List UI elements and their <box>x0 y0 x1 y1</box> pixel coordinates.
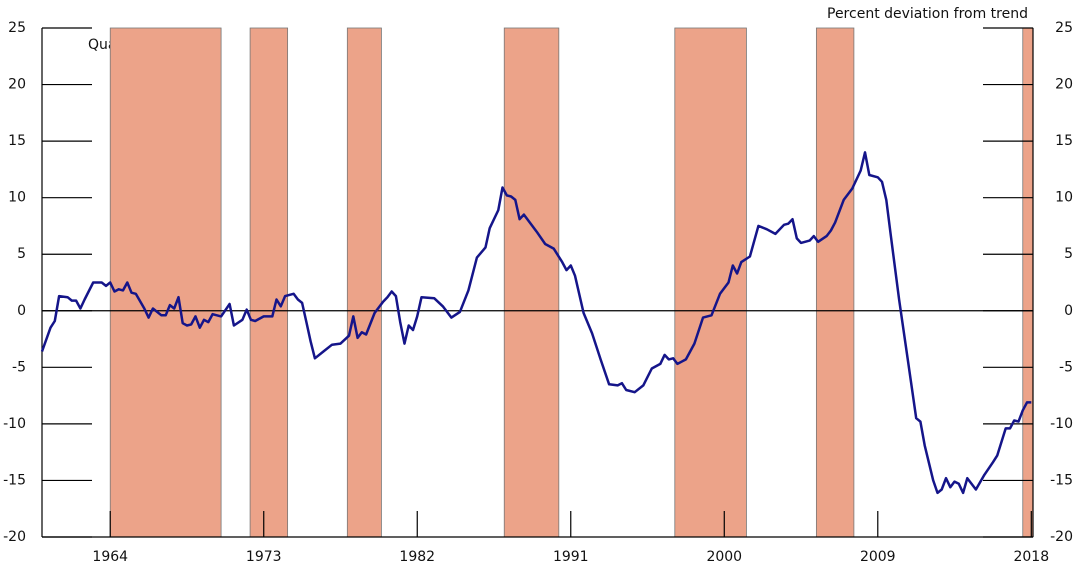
shaded-period <box>249 27 289 538</box>
chart-title: Percent deviation from trend <box>827 6 1028 22</box>
shaded-period <box>346 27 382 538</box>
y2-tick-label: 0 <box>1064 303 1073 319</box>
x-tick-label: 1991 <box>553 549 589 565</box>
x-tick-label: 1973 <box>246 549 282 565</box>
shaded-period <box>674 27 747 538</box>
y2-tick-label: -5 <box>1059 359 1073 375</box>
x-tick-label: 2000 <box>706 549 742 565</box>
y2-tick-label: 15 <box>1055 133 1073 149</box>
shaded-period <box>1022 27 1034 538</box>
x-tick-label: 1964 <box>92 549 128 565</box>
x-tick-label: 1982 <box>399 549 435 565</box>
y-tick-label: 10 <box>8 190 26 206</box>
y-tick-label: 25 <box>8 20 26 36</box>
y-tick-label: 0 <box>17 303 26 319</box>
y2-tick-label: 25 <box>1055 20 1073 36</box>
y-tick-label: -10 <box>3 416 26 432</box>
shaded-period <box>815 27 855 538</box>
y-tick-label: -15 <box>3 472 26 488</box>
y2-tick-label: 5 <box>1064 246 1073 262</box>
y2-tick-label: -20 <box>1050 529 1073 545</box>
x-tick-label: 2009 <box>860 549 896 565</box>
y2-tick-label: 20 <box>1055 77 1073 93</box>
y-tick-label: -20 <box>3 529 26 545</box>
y2-tick-label: -10 <box>1050 416 1073 432</box>
shaded-period <box>109 27 222 538</box>
y-tick-label: 15 <box>8 133 26 149</box>
y2-tick-label: 10 <box>1055 190 1073 206</box>
shaded-period <box>503 27 560 538</box>
y2-tick-label: -15 <box>1050 472 1073 488</box>
data-line <box>40 151 1032 495</box>
y-tick-label: 5 <box>17 246 26 262</box>
y-tick-label: -5 <box>12 359 26 375</box>
x-tick-label: 2018 <box>1013 549 1049 565</box>
y-tick-label: 20 <box>8 77 26 93</box>
